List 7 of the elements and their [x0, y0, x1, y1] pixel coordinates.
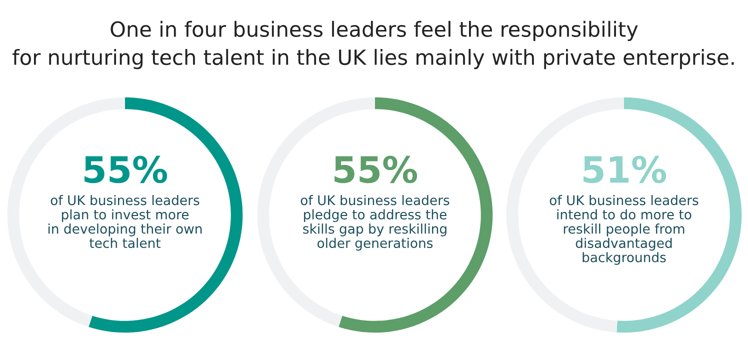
text: of UK business leaders plan to invest more in developing their own tech talent: [48, 195, 202, 248]
text: of UK business leaders intend to do more to reskill people from disadvantaged backgrounds: [550, 195, 698, 265]
data-label: 55%: [334, 156, 418, 184]
data-label: 51%: [584, 156, 666, 184]
text: of UK business leaders pledge to address the skills gap by reskilling older generations: [300, 195, 450, 251]
data-label: 55%: [84, 156, 168, 184]
text: One in four business leaders feel the responsibility for nurturing tech talent in the UK lies mainly with private enterprise.: [12, 20, 734, 70]
